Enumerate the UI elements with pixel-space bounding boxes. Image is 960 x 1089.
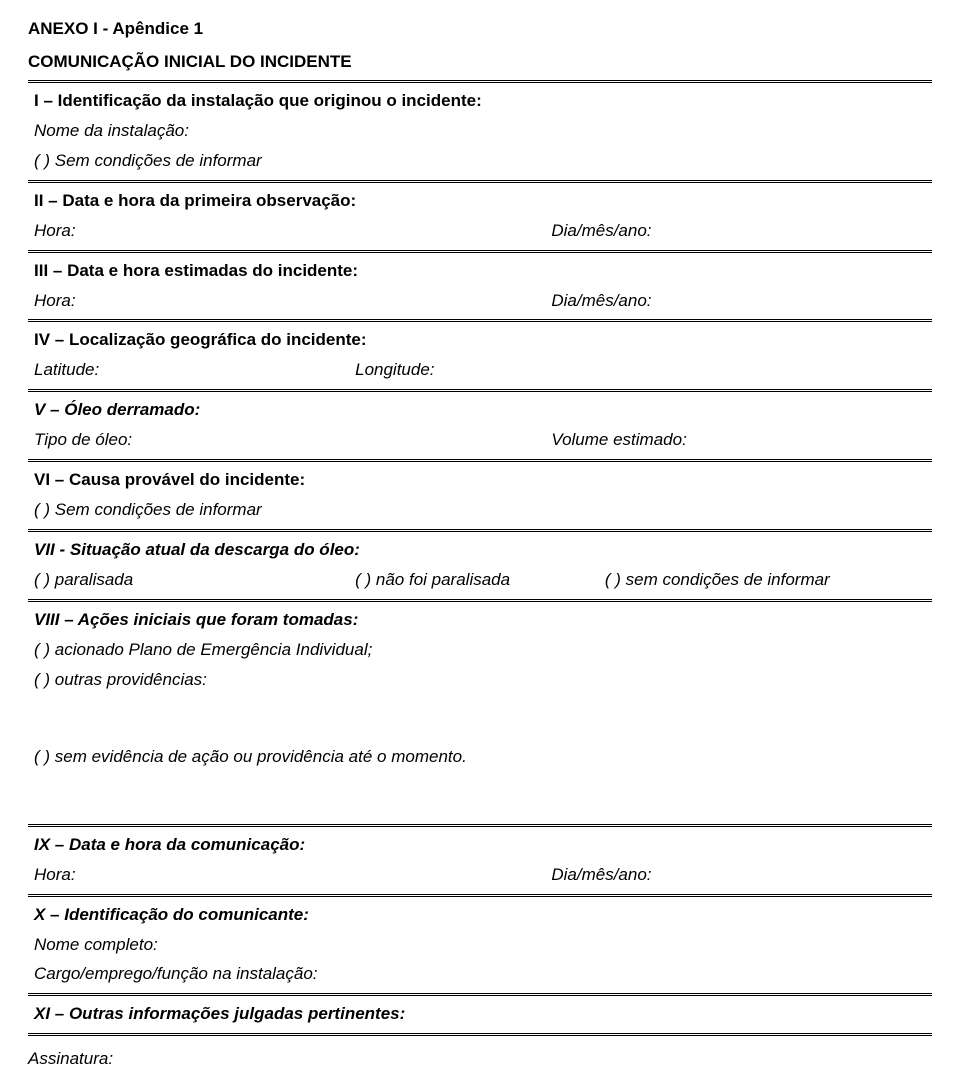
other-actions-checkbox[interactable]: ( ) outras providências: — [34, 669, 926, 692]
section-11-heading: XI – Outras informações julgadas pertine… — [34, 1003, 926, 1026]
full-name-field[interactable]: Nome completo: — [34, 934, 926, 957]
section-1-heading: I – Identificação da instalação que orig… — [34, 90, 926, 113]
emergency-plan-checkbox[interactable]: ( ) acionado Plano de Emergência Individ… — [34, 639, 926, 662]
section-6-heading: VI – Causa provável do incidente: — [34, 469, 926, 492]
section-3-heading: III – Data e hora estimadas do incidente… — [34, 260, 926, 283]
section-3: III – Data e hora estimadas do incidente… — [28, 251, 932, 321]
section-2-heading: II – Data e hora da primeira observação: — [34, 190, 926, 213]
no-conditions-checkbox[interactable]: ( ) Sem condições de informar — [34, 150, 926, 173]
section-2: II – Data e hora da primeira observação:… — [28, 181, 932, 251]
longitude-field[interactable]: Longitude: — [355, 359, 605, 382]
form-table: I – Identificação da instalação que orig… — [28, 80, 932, 1036]
section-9-heading: IX – Data e hora da comunicação: — [34, 834, 926, 857]
communication-date-field[interactable]: Dia/mês/ano: — [551, 864, 926, 887]
incident-date-field[interactable]: Dia/mês/ano: — [551, 290, 926, 313]
form-title: COMUNICAÇÃO INICIAL DO INCIDENTE — [28, 51, 932, 74]
cause-no-conditions-checkbox[interactable]: ( ) Sem condições de informar — [34, 499, 926, 522]
discharge-not-paralyzed-checkbox[interactable]: ( ) não foi paralisada — [355, 569, 605, 592]
section-8-heading: VIII – Ações iniciais que foram tomadas: — [34, 609, 926, 632]
observation-date-field[interactable]: Dia/mês/ano: — [551, 220, 926, 243]
discharge-no-conditions-checkbox[interactable]: ( ) sem condições de informar — [605, 569, 926, 592]
latitude-field[interactable]: Latitude: — [34, 359, 355, 382]
section-10-heading: X – Identificação do comunicante: — [34, 904, 926, 927]
observation-hour-field[interactable]: Hora: — [34, 220, 551, 243]
section-1: I – Identificação da instalação que orig… — [28, 81, 932, 181]
discharge-paralyzed-checkbox[interactable]: ( ) paralisada — [34, 569, 355, 592]
no-evidence-checkbox[interactable]: ( ) sem evidência de ação ou providência… — [34, 746, 926, 769]
section-6: VI – Causa provável do incidente: ( ) Se… — [28, 461, 932, 531]
oil-type-field[interactable]: Tipo de óleo: — [34, 429, 551, 452]
section-5-heading: V – Óleo derramado: — [34, 399, 926, 422]
signature-field[interactable]: Assinatura: — [28, 1048, 932, 1071]
anexo-title: ANEXO I - Apêndice 1 — [28, 18, 932, 41]
section-10: X – Identificação do comunicante: Nome c… — [28, 895, 932, 995]
section-8: VIII – Ações iniciais que foram tomadas:… — [28, 600, 932, 825]
section-5: V – Óleo derramado: Tipo de óleo: Volume… — [28, 391, 932, 461]
section-7: VII - Situação atual da descarga do óleo… — [28, 531, 932, 601]
section-11: XI – Outras informações julgadas pertine… — [28, 995, 932, 1035]
incident-hour-field[interactable]: Hora: — [34, 290, 551, 313]
communication-hour-field[interactable]: Hora: — [34, 864, 551, 887]
role-field[interactable]: Cargo/emprego/função na instalação: — [34, 963, 926, 986]
document-header: ANEXO I - Apêndice 1 COMUNICAÇÃO INICIAL… — [28, 18, 932, 74]
section-4: IV – Localização geográfica do incidente… — [28, 321, 932, 391]
volume-field[interactable]: Volume estimado: — [551, 429, 926, 452]
section-9: IX – Data e hora da comunicação: Hora: D… — [28, 825, 932, 895]
installation-name-field[interactable]: Nome da instalação: — [34, 120, 926, 143]
section-7-heading: VII - Situação atual da descarga do óleo… — [34, 539, 926, 562]
section-4-heading: IV – Localização geográfica do incidente… — [34, 329, 926, 352]
